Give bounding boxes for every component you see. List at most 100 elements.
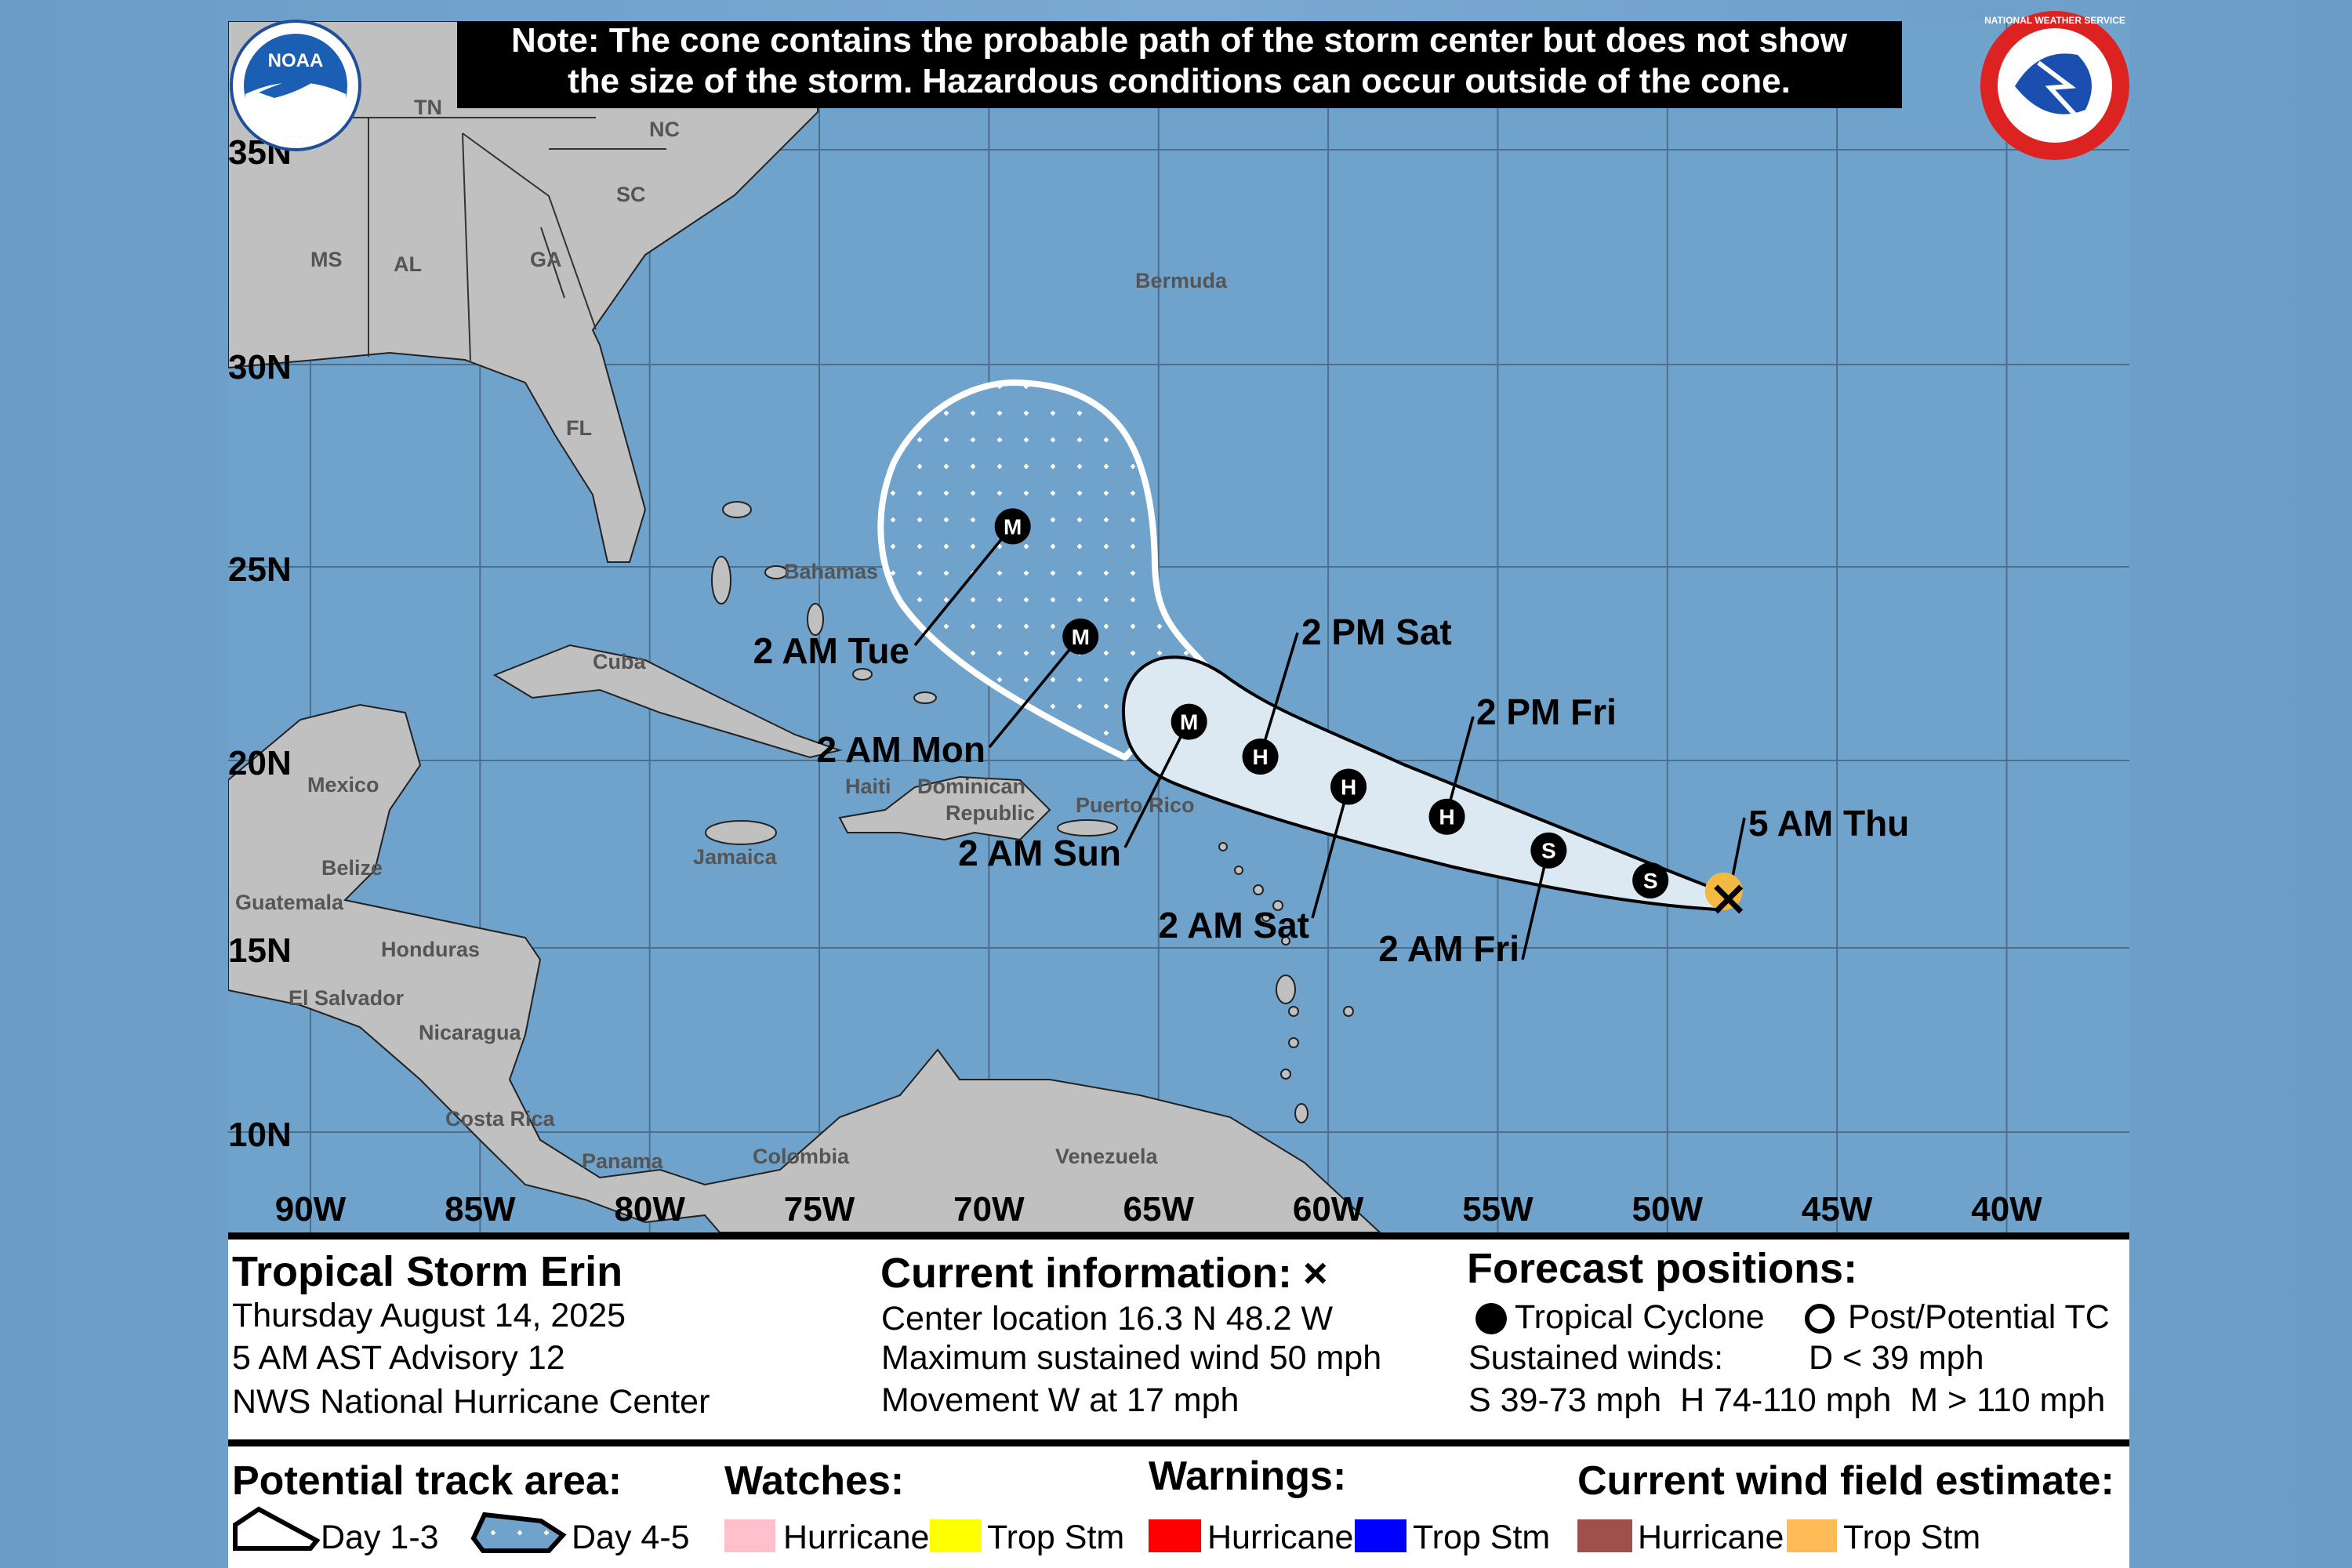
label-haiti: Haiti bbox=[845, 775, 891, 798]
land-bahamas bbox=[711, 501, 937, 704]
intensity-letter: S bbox=[1541, 839, 1556, 863]
label-2pm-fri: 2 PM Fri bbox=[1476, 691, 1617, 732]
label-republic: Republic bbox=[946, 801, 1035, 825]
note-box bbox=[457, 21, 1902, 108]
longitude-label: 85W bbox=[445, 1190, 516, 1229]
longitude-label: 55W bbox=[1462, 1190, 1534, 1229]
warning-hurricane-swatch bbox=[1149, 1519, 1201, 1552]
wind-hurricane-swatch bbox=[1577, 1519, 1632, 1552]
intensity-letter: S bbox=[1643, 869, 1658, 893]
label-venezuela: Venezuela bbox=[1055, 1145, 1159, 1168]
label-2pm-sat: 2 PM Sat bbox=[1301, 612, 1452, 652]
label-fl: FL bbox=[566, 416, 592, 440]
intensity-letter: M bbox=[1072, 625, 1090, 649]
label-ga: GA bbox=[530, 248, 562, 271]
longitude-label: 80W bbox=[614, 1190, 685, 1229]
longitude-label: 70W bbox=[953, 1190, 1025, 1229]
label-sc: SC bbox=[616, 183, 646, 206]
label-ms: MS bbox=[310, 248, 343, 271]
forecast-points: S S H H H M M M bbox=[994, 508, 1744, 914]
latitude-label: 10N bbox=[228, 1116, 292, 1154]
latitude-label: 20N bbox=[228, 744, 292, 782]
nws-logo: NATIONAL WEATHER SERVICE bbox=[1980, 11, 2129, 160]
issuing-center: NWS National Hurricane Center bbox=[232, 1383, 710, 1421]
intensity-letter: H bbox=[1252, 745, 1268, 769]
label-guatemala: Guatemala bbox=[235, 891, 344, 914]
label-dominican: Dominican bbox=[917, 775, 1025, 798]
warnings-heading: Warnings: bbox=[1149, 1454, 1346, 1499]
info-panel bbox=[228, 1232, 2129, 1568]
warning-trop-stm-label: Trop Stm bbox=[1413, 1519, 1550, 1556]
forecast-point-marker bbox=[1062, 618, 1099, 655]
latitude-label: 25N bbox=[228, 550, 292, 589]
current-position[interactable] bbox=[1704, 872, 1744, 914]
label-el-salvador: El Salvador bbox=[289, 986, 405, 1010]
watch-trop-stm-swatch bbox=[930, 1519, 982, 1552]
forecast-point-h[interactable]: H bbox=[1428, 798, 1465, 835]
forecast-point-marker bbox=[1632, 862, 1669, 898]
day-4-5-cone-icon bbox=[470, 1512, 567, 1553]
watches-heading: Watches: bbox=[724, 1458, 904, 1504]
advisory-number: 5 AM AST Advisory 12 bbox=[232, 1339, 565, 1377]
noaa-logo-text: NOAA bbox=[268, 50, 324, 71]
label-2am-tue: 2 AM Tue bbox=[753, 630, 909, 671]
label-costa-rica: Costa Rica bbox=[445, 1107, 556, 1131]
forecast-point-s[interactable]: S bbox=[1530, 832, 1567, 869]
label-2am-sat: 2 AM Sat bbox=[1158, 905, 1309, 946]
current-position-icon: × bbox=[1303, 1250, 1328, 1297]
forecast-heading: Forecast positions: bbox=[1467, 1245, 1857, 1292]
day-4-5-label: Day 4-5 bbox=[572, 1519, 690, 1556]
label-2am-fri: 2 AM Fri bbox=[1378, 928, 1519, 969]
land-united-states bbox=[228, 21, 818, 563]
forecast-point-m[interactable]: M bbox=[994, 508, 1031, 545]
land-lesser-antilles bbox=[1218, 842, 1354, 1123]
forecast-point-marker bbox=[1171, 703, 1207, 740]
day-1-3-label: Day 1-3 bbox=[321, 1519, 439, 1556]
land-central-south-america bbox=[228, 703, 1381, 1232]
label-cuba: Cuba bbox=[593, 650, 646, 673]
d-range: D < 39 mph bbox=[1809, 1339, 1984, 1377]
label-panama: Panama bbox=[582, 1149, 664, 1173]
forecast-point-h[interactable]: H bbox=[1242, 739, 1279, 775]
forecast-point-marker bbox=[994, 508, 1031, 545]
label-jamaica: Jamaica bbox=[693, 845, 778, 869]
forecast-point-marker bbox=[1330, 768, 1367, 805]
watch-hurricane-label: Hurricane bbox=[783, 1519, 929, 1556]
map[interactable]: TN NC SC MS AL GA FL Bermuda Bahamas Cub… bbox=[228, 21, 2129, 1232]
longitude-label: 60W bbox=[1293, 1190, 1364, 1229]
tropical-cyclone-label: Tropical Cyclone bbox=[1515, 1298, 1765, 1336]
tropical-cyclone-dot-icon bbox=[1475, 1303, 1507, 1334]
movement: Movement W at 17 mph bbox=[881, 1381, 1239, 1419]
forecast-point-s[interactable]: S bbox=[1632, 862, 1669, 898]
land-cuba bbox=[492, 644, 843, 759]
forecast-point-h[interactable]: H bbox=[1330, 768, 1367, 805]
forecast-point-marker bbox=[1242, 739, 1279, 775]
forecast-point-marker bbox=[1530, 832, 1567, 869]
note-line-2: the size of the storm. Hazardous conditi… bbox=[568, 62, 1791, 100]
label-mexico: Mexico bbox=[307, 773, 379, 797]
state-borders bbox=[298, 117, 666, 361]
current-position-x-icon bbox=[1714, 884, 1744, 914]
nws-logo-text: NATIONAL WEATHER SERVICE bbox=[1984, 15, 2125, 26]
longitude-label: 50W bbox=[1632, 1190, 1704, 1229]
post-tc-label: Post/Potential TC bbox=[1848, 1298, 2110, 1336]
note-line-1: Note: The cone contains the probable pat… bbox=[511, 21, 1848, 60]
noaa-logo: NOAA bbox=[230, 20, 361, 151]
land-jamaica bbox=[705, 820, 777, 845]
longitude-label: 40W bbox=[1971, 1190, 2042, 1229]
advisory-date: Thursday August 14, 2025 bbox=[232, 1297, 626, 1334]
track-area-heading: Potential track area: bbox=[232, 1458, 622, 1504]
label-5am-thu: 5 AM Thu bbox=[1748, 803, 1909, 844]
intensity-letter: H bbox=[1439, 805, 1454, 829]
warning-trop-stm-swatch bbox=[1355, 1519, 1406, 1552]
label-bahamas: Bahamas bbox=[784, 560, 878, 583]
forecast-point-m[interactable]: M bbox=[1062, 618, 1099, 655]
forecast-point-m[interactable]: M bbox=[1171, 703, 1207, 740]
intensity-letter: M bbox=[1180, 710, 1198, 735]
forecast-point-marker bbox=[1428, 798, 1465, 835]
cone-day-4-5[interactable] bbox=[877, 379, 1210, 760]
latitude-label: 30N bbox=[228, 348, 292, 387]
label-honduras: Honduras bbox=[381, 938, 480, 961]
wind-trop-stm-swatch bbox=[1787, 1519, 1837, 1552]
